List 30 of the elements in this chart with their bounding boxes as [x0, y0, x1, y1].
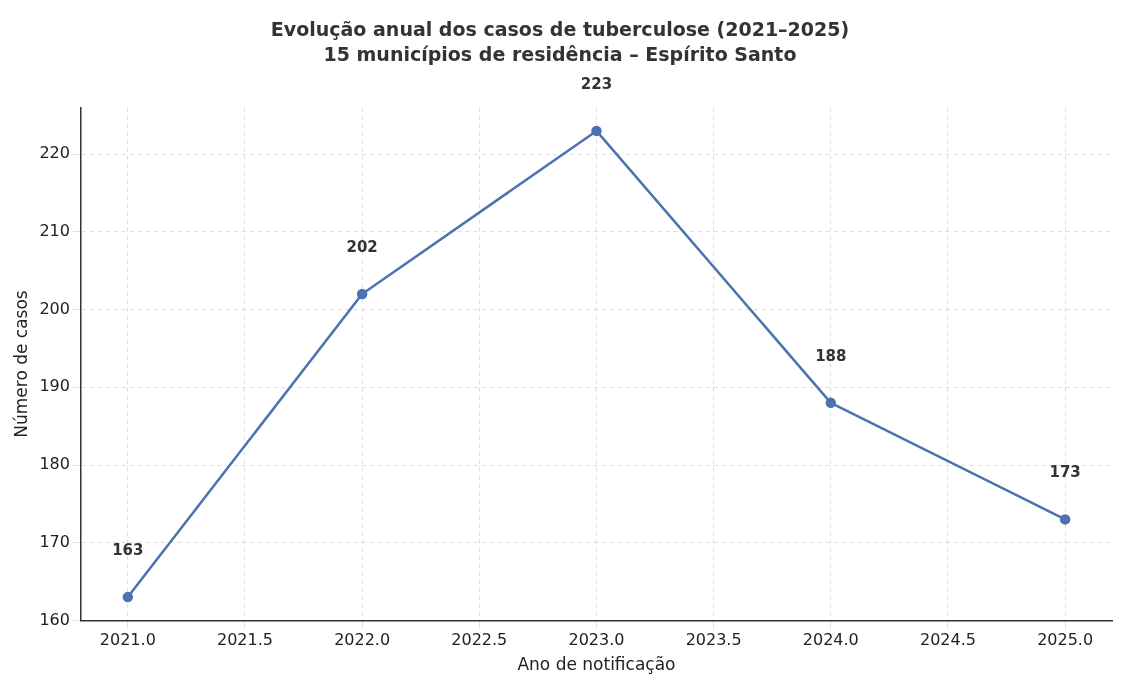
y-tick-label: 170	[39, 531, 70, 551]
point	[122, 591, 134, 603]
x-tick-label: 2022.0	[334, 630, 391, 650]
x-tick-label: 2025.0	[1037, 630, 1094, 650]
data-label: 163	[112, 540, 144, 559]
y-tick-label: 180	[39, 454, 70, 474]
x-tick-label: 2023.5	[685, 630, 742, 650]
point	[591, 125, 602, 137]
x-tick-label: 2023.0	[568, 630, 625, 650]
x-tick-label: 2022.5	[451, 630, 508, 650]
chart-title: Evolução anual dos casos de tuberculose (2021–2025)	[270, 18, 850, 41]
x-tick-label: 2021.0	[99, 630, 156, 650]
chart-subtitle: 15 municípios de residência – Espírito Santo	[323, 43, 797, 66]
point	[825, 397, 837, 409]
x-tick-label: 2021.5	[216, 630, 273, 650]
data-label: 188	[815, 346, 847, 365]
y-tick-label: 200	[39, 298, 70, 318]
data-label: 173	[1049, 463, 1081, 482]
x-axis-title: Ano de notificação	[517, 654, 676, 675]
x-tick-label: 2024.5	[919, 630, 976, 650]
y-tick-label: 190	[39, 376, 70, 396]
data-label: 223	[580, 74, 613, 93]
data-label: 202	[346, 237, 378, 256]
point	[356, 288, 368, 300]
y-tick-label: 220	[39, 143, 70, 163]
point	[1059, 514, 1071, 525]
x-tick-label: 2024.0	[802, 630, 859, 650]
y-axis-title: Número de casos	[10, 290, 31, 438]
y-tick-label: 210	[39, 221, 70, 241]
y-tick-label: 160	[39, 609, 70, 629]
